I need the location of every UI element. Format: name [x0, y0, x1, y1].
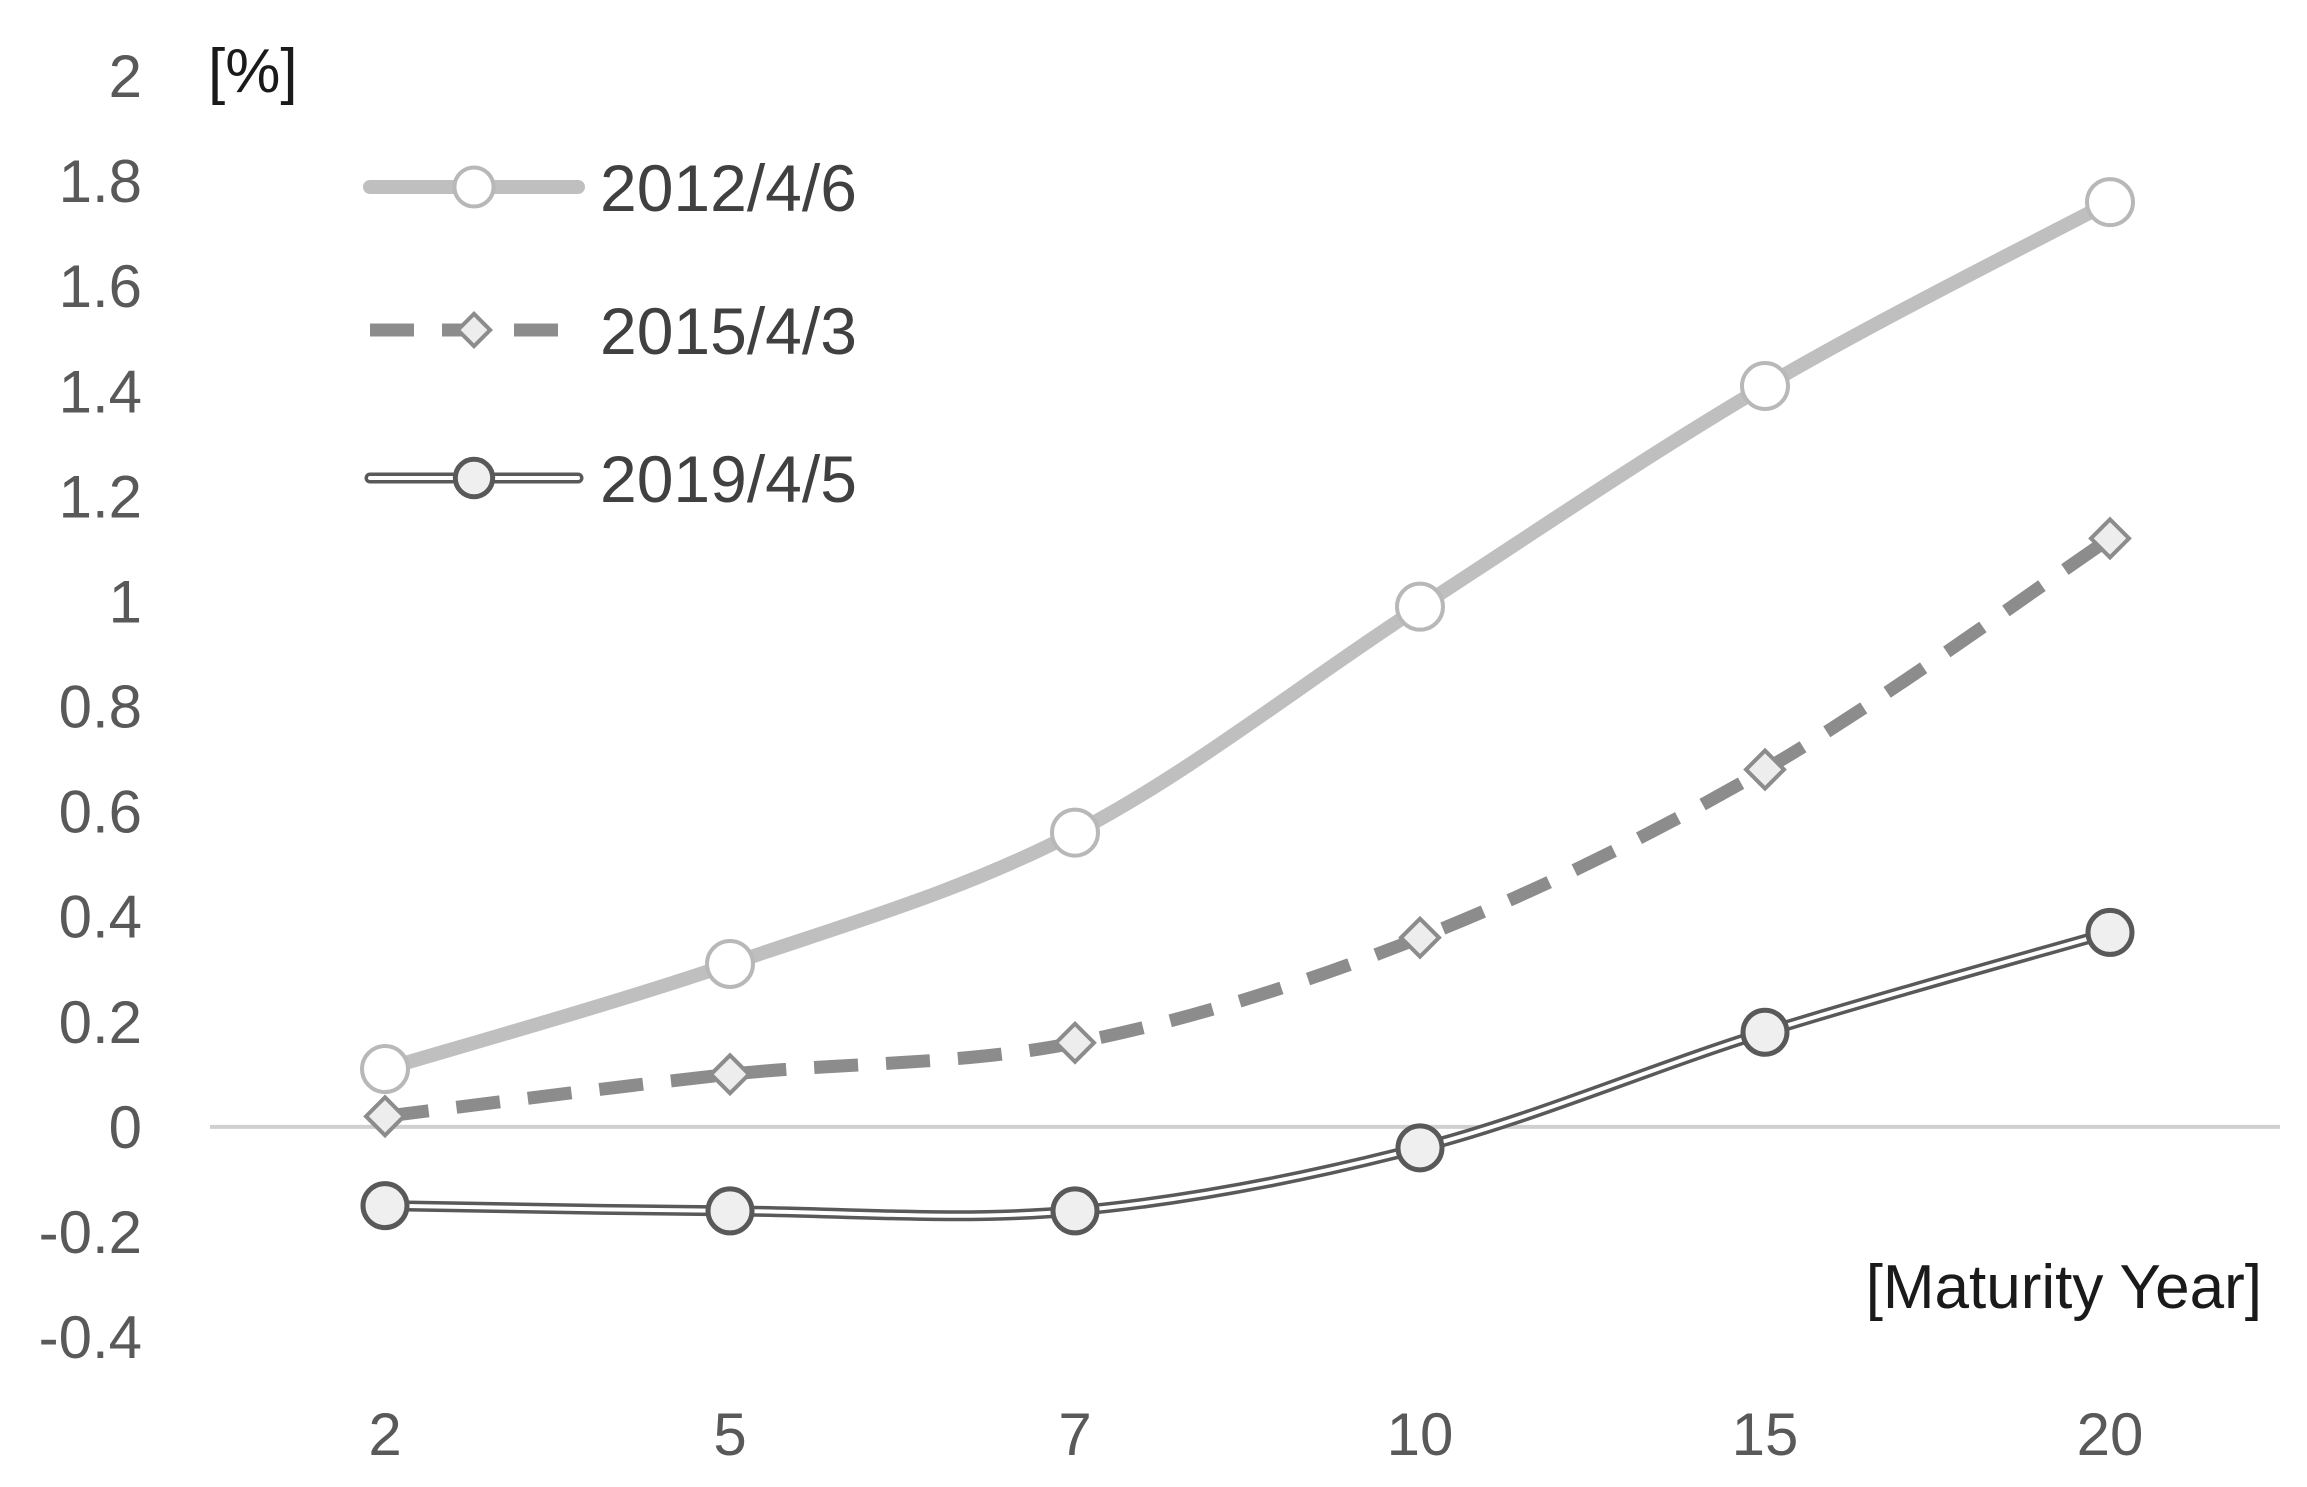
data-point-2-0	[360, 1181, 410, 1231]
series-layer	[360, 177, 2135, 1236]
data-point-1-0	[363, 1094, 407, 1139]
data-point-2-1	[705, 1186, 755, 1236]
legend-item-0: 2012/4/6	[363, 151, 857, 225]
data-point-0-2	[1050, 807, 1100, 858]
x-tick-label: 15	[1732, 1401, 1799, 1468]
legend-swatch-marker-1	[455, 311, 493, 349]
legend-label-2: 2019/4/5	[600, 442, 857, 516]
x-tick-label: 10	[1387, 1401, 1454, 1468]
data-point-1-5	[2088, 516, 2132, 561]
data-point-1-2	[1053, 1020, 1097, 1065]
y-tick-label: 1.4	[59, 358, 142, 425]
x-tick-label: 7	[1058, 1401, 1091, 1468]
legend: 2012/4/6 2015/4/3 2019/4/5	[363, 151, 857, 516]
legend-item-2: 2019/4/5	[364, 442, 857, 516]
x-axis-ticks: 2 5 7 10 15 20	[368, 1401, 2143, 1468]
y-tick-label: 1.2	[59, 463, 142, 530]
y-tick-label: 2	[109, 43, 142, 110]
data-point-2-4	[1740, 1007, 1790, 1057]
y-tick-label: 0.4	[59, 884, 142, 951]
series-2	[360, 907, 2135, 1236]
x-axis-label: [Maturity Year]	[1866, 1253, 2262, 1322]
legend-label-1: 2015/4/3	[600, 294, 857, 368]
x-tick-label: 2	[368, 1401, 401, 1468]
series-1	[363, 516, 2132, 1139]
x-tick-label: 20	[2077, 1401, 2144, 1468]
legend-swatch-marker-0	[452, 165, 496, 209]
data-point-2-5	[2085, 907, 2135, 957]
y-tick-label: -0.2	[39, 1199, 142, 1266]
x-tick-label: 5	[713, 1401, 746, 1468]
legend-label-0: 2012/4/6	[600, 151, 857, 225]
data-point-0-4	[1740, 360, 1790, 411]
data-point-0-3	[1395, 581, 1445, 632]
y-axis-label: [%]	[208, 37, 298, 106]
y-tick-label: 1.6	[59, 253, 142, 320]
y-tick-label: 0.8	[59, 674, 142, 741]
data-point-0-5	[2085, 177, 2135, 228]
series-line-1	[384, 532, 2114, 1123]
data-point-1-3	[1398, 915, 1442, 960]
series-line-2-outer	[379, 926, 2116, 1222]
series-line-2	[379, 926, 2116, 1222]
data-point-0-1	[705, 938, 755, 989]
y-tick-label: 0.6	[59, 779, 142, 846]
data-point-1-4	[1743, 747, 1787, 792]
series-0	[360, 177, 2135, 1095]
y-tick-label: -0.4	[39, 1304, 142, 1371]
data-point-2-3	[1395, 1123, 1445, 1173]
y-axis-ticks: 2 1.8 1.6 1.4 1.2 1 0.8 0.6 0.4 0.2 0 -0.2 -0.4	[39, 43, 142, 1371]
data-point-2-2	[1050, 1186, 1100, 1236]
y-tick-label: 0.2	[59, 989, 142, 1056]
legend-item-1: 2015/4/3	[370, 294, 857, 368]
legend-swatch-marker-2	[452, 456, 496, 500]
y-tick-label: 1.8	[59, 148, 142, 215]
series-line-2-inner	[383, 930, 2112, 1218]
y-tick-label: 1	[109, 568, 142, 635]
series-line-0	[378, 195, 2117, 1077]
y-tick-label: 0	[109, 1094, 142, 1161]
data-point-0-0	[360, 1044, 410, 1095]
data-point-1-1	[708, 1052, 752, 1097]
